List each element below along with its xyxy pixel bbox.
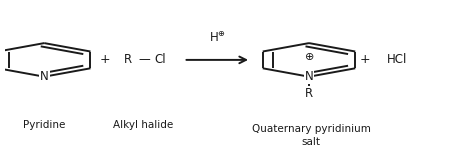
Text: N: N xyxy=(305,70,313,83)
Text: Alkyl halide: Alkyl halide xyxy=(113,120,173,130)
Text: —: — xyxy=(138,53,150,66)
Text: +: + xyxy=(359,53,370,66)
Text: $\oplus$: $\oplus$ xyxy=(304,51,314,62)
Text: HCl: HCl xyxy=(387,53,408,66)
Text: R: R xyxy=(305,87,313,100)
Text: Quaternary pyridinium
salt: Quaternary pyridinium salt xyxy=(252,124,371,147)
Text: Pyridine: Pyridine xyxy=(23,120,65,130)
Text: N: N xyxy=(40,70,49,83)
Text: +: + xyxy=(99,53,110,66)
Text: R: R xyxy=(124,53,132,66)
Text: H$^{\oplus}$: H$^{\oplus}$ xyxy=(209,30,226,45)
Text: Cl: Cl xyxy=(155,53,166,66)
